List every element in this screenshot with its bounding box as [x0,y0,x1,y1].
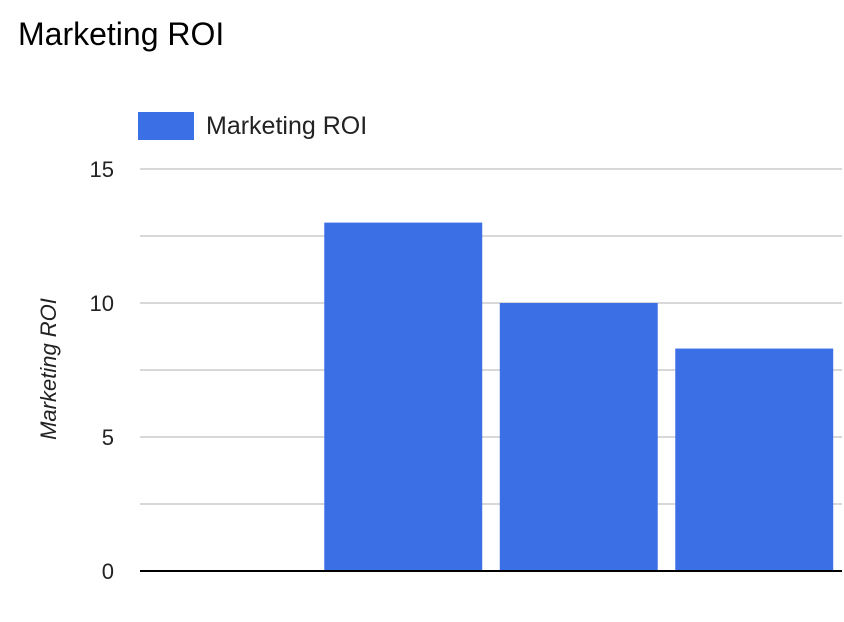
legend: Marketing ROI [138,110,367,142]
bar [499,303,658,571]
chart-title: Marketing ROI [18,16,225,52]
y-tick-label: 5 [102,425,114,450]
y-tick-label: 0 [102,559,114,584]
bar [675,348,834,571]
legend-swatch [138,112,194,140]
bar [324,222,483,571]
y-tick-label: 15 [90,157,114,182]
legend-label: Marketing ROI [206,111,368,140]
y-tick-label: 10 [90,291,114,316]
